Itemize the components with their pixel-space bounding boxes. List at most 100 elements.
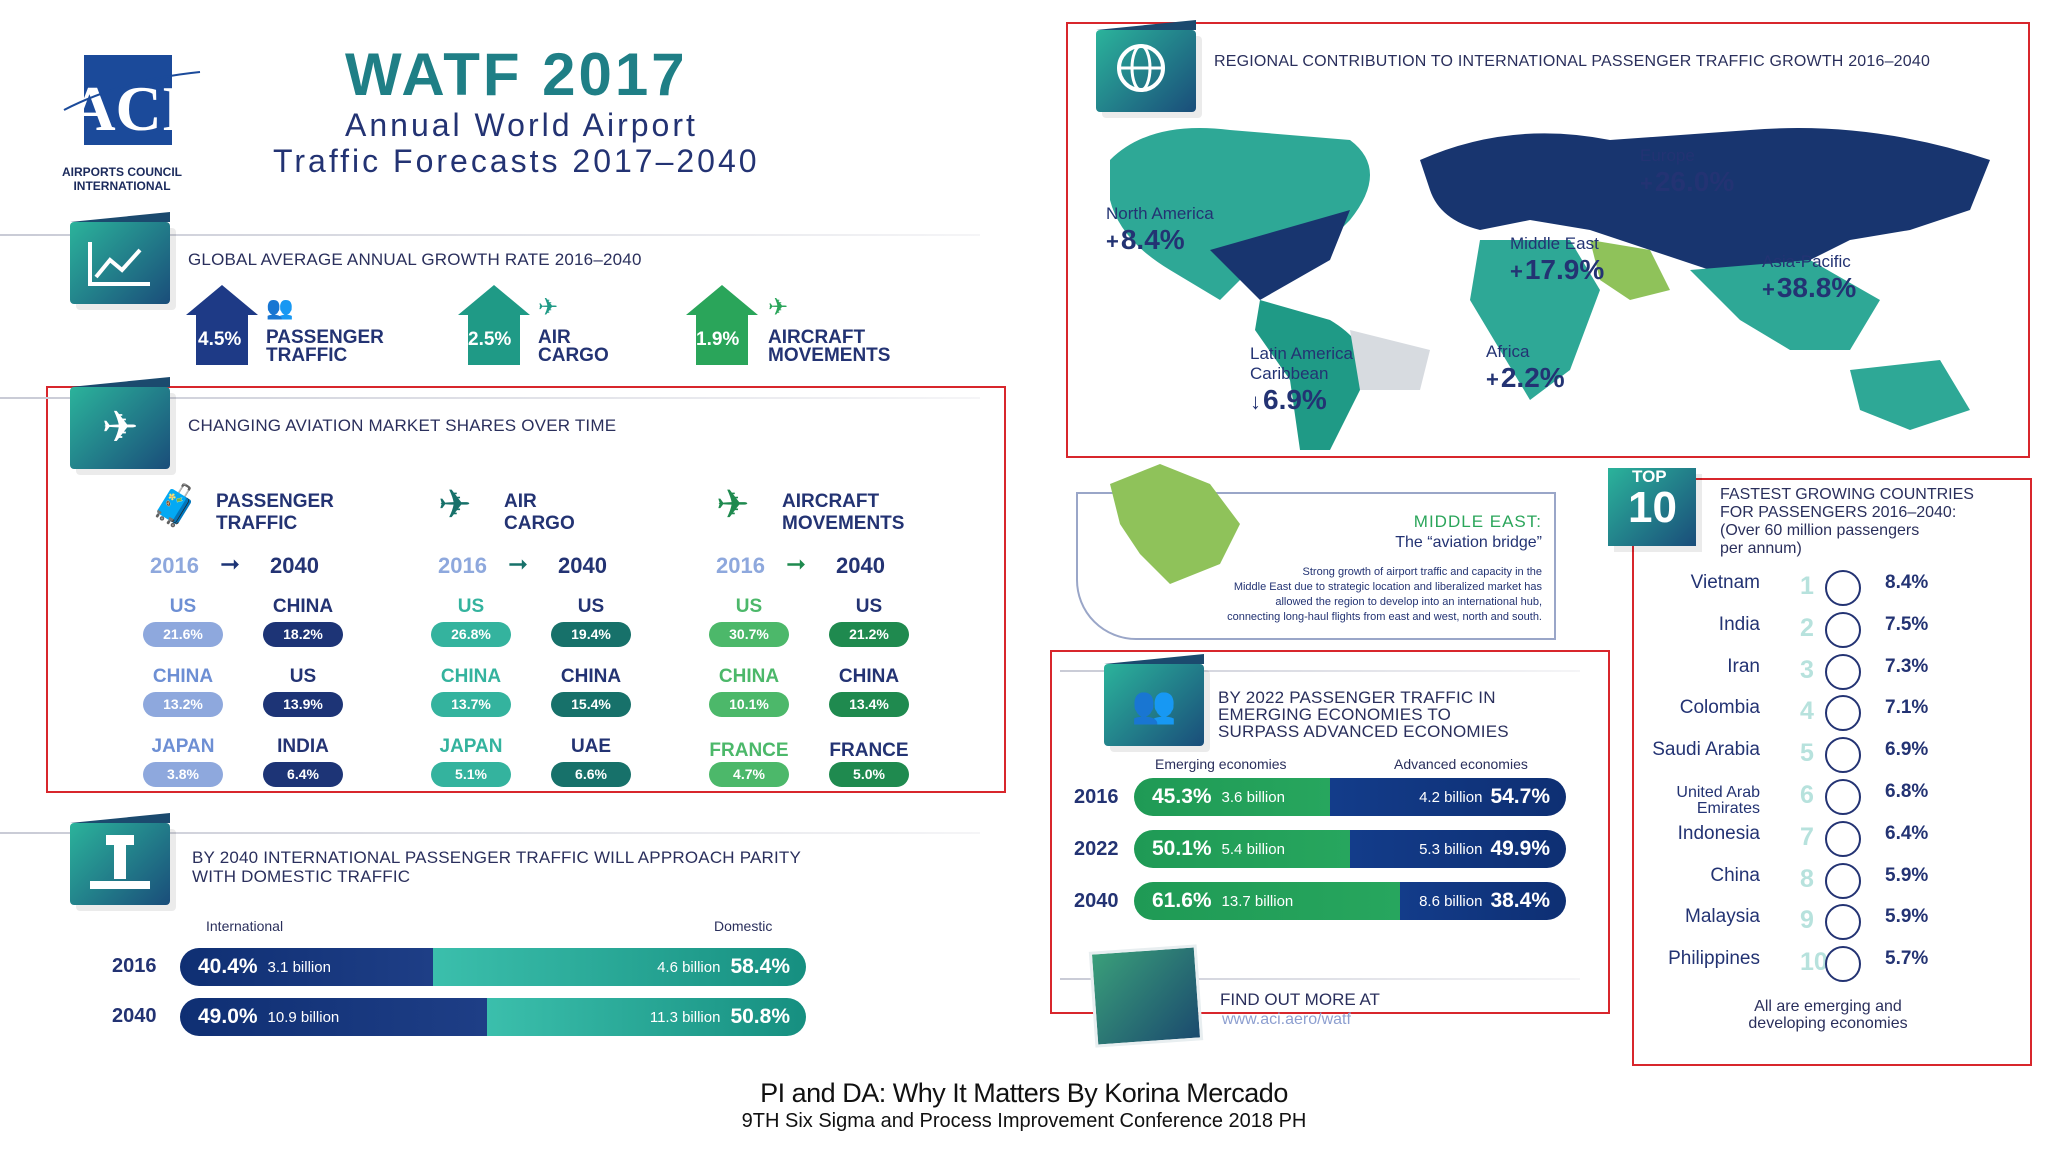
highlight-box (1050, 650, 1610, 1014)
growth-label: PASSENGER (266, 327, 384, 348)
region-arrow: + (1106, 229, 1119, 254)
world-map (1110, 128, 1990, 450)
parity-bar: 49.0% 10.9 billion 11.3 billion 50.8% (180, 998, 806, 1036)
highlight-box (1632, 478, 2032, 1066)
cargo-plane-icon: ✈ (538, 294, 559, 321)
svg-text:ACI: ACI (69, 73, 186, 144)
growth-label: MOVEMENTS (768, 345, 891, 366)
year-from: 2016 (716, 553, 765, 578)
parity-right-label: Domestic (714, 918, 773, 934)
intl-pct: 49.0% (198, 1005, 258, 1028)
emerging-heading-1: BY 2022 PASSENGER TRAFFIC IN (1218, 688, 1496, 707)
top10-row: Indonesia 7 6.4% (1625, 820, 1965, 857)
share-2016: 5.1% (431, 762, 511, 787)
growth-value: 2.5% (468, 329, 512, 350)
aci-logo: ACI AIRPORTS COUNCIL INTERNATIONAL (62, 50, 202, 193)
page-title: WATF 2017 (345, 41, 688, 108)
top10-row: United Arab Emirates 6 6.8% (1625, 779, 1965, 817)
country-name: Vietnam (1690, 572, 1760, 593)
country-2016: FRANCE (709, 740, 789, 761)
intl-segment: 49.0% 10.9 billion (180, 998, 487, 1036)
aci-logo-icon: ACI (63, 55, 201, 145)
rank-number: 2 (1800, 613, 1814, 642)
map-region: Latin America Caribbean ↓6.9% (1250, 344, 1353, 416)
rank-number: 9 (1800, 906, 1814, 935)
map-region: Africa +2.2% (1486, 342, 1565, 394)
country-2016: US (457, 596, 485, 617)
country-flag-icon (1825, 570, 1861, 606)
share-2016: 13.2% (143, 692, 223, 717)
country-2016: US (169, 596, 197, 617)
advanced-segment: 8.6 billion 38.4% (1400, 882, 1566, 920)
region-name: Europe (1640, 146, 1695, 165)
region-value: +8.4% (1106, 224, 1214, 256)
emerging-year: 2022 (1074, 838, 1119, 860)
country-2040: US (577, 596, 605, 617)
dom-billion: 11.3 billion (649, 1008, 721, 1026)
parity-year: 2040 (112, 1005, 157, 1027)
middle-east-title: MIDDLE EAST: (1413, 512, 1542, 531)
emerging-segment: 50.1% 5.4 billion (1134, 830, 1351, 868)
advanced-segment: 4.2 billion 54.7% (1329, 778, 1566, 816)
emerging-heading-2: EMERGING ECONOMIES TO (1218, 705, 1452, 724)
domestic-segment: 11.3 billion 50.8% (486, 998, 806, 1036)
growth-heading: GLOBAL AVERAGE ANNUAL GROWTH RATE 2016–2… (188, 250, 642, 269)
growth-rate: 7.5% (1885, 613, 1929, 635)
shares-group-label: AIR (504, 491, 537, 512)
emerging-heading-3: SURPASS ADVANCED ECONOMIES (1218, 722, 1509, 741)
country-2040: US (289, 666, 317, 687)
region-value-text: 8.4% (1120, 224, 1185, 255)
map-heading: REGIONAL CONTRIBUTION TO INTERNATIONAL P… (1214, 53, 1931, 70)
share-2040: 13.9% (263, 692, 343, 717)
map-region: Europe +26.0% (1640, 146, 1734, 198)
intl-billion: 3.1 billion (267, 958, 331, 976)
region-name: Latin America (1250, 344, 1353, 363)
emerging-left-label: Emerging economies (1155, 756, 1287, 772)
emerging-pct: 61.6% (1152, 889, 1212, 912)
growth-rate: 6.8% (1885, 781, 1929, 802)
region-arrow: + (1762, 277, 1775, 302)
country-flag-icon (1825, 862, 1861, 899)
globe-icon (1096, 20, 1196, 112)
emerging-bar: 45.3% 3.6 billion 4.2 billion 54.7% (1134, 778, 1566, 816)
advanced-billion: 4.2 billion (1419, 788, 1483, 806)
share-2040: 21.2% (829, 622, 909, 647)
country-2040: US (855, 596, 883, 617)
find-more-link[interactable]: www.aci.aero/watf (1222, 1011, 1351, 1028)
region-name: Caribbean (1250, 364, 1329, 383)
highlight-box (1066, 22, 2030, 458)
country-flag-icon (1825, 946, 1861, 983)
top10-row: Vietnam 1 8.4% (1625, 570, 1965, 606)
region-value-text: 38.8% (1776, 272, 1857, 303)
share-2040: 19.4% (551, 622, 631, 647)
region-value-text: 6.9% (1263, 384, 1327, 415)
top10-foot-1: All are emerging and (1754, 998, 1902, 1015)
domestic-segment: 4.6 billion 58.4% (432, 948, 806, 986)
region-value: +17.9% (1510, 254, 1604, 286)
country-2040: INDIA (277, 736, 329, 757)
growth-label: TRAFFIC (266, 345, 348, 366)
shares-group-label: MOVEMENTS (782, 513, 905, 534)
arrow-right-icon: ➞ (786, 551, 807, 578)
page-subtitle-1: Annual World Airport (345, 107, 698, 143)
aci-logo-text: AIRPORTS COUNCIL INTERNATIONAL (62, 165, 182, 193)
aircraft-icon: ✈ (716, 483, 750, 527)
share-2040: 6.4% (263, 762, 343, 787)
country-name: Indonesia (1677, 822, 1760, 844)
country-2016: US (735, 596, 763, 617)
map-region: Middle East +17.9% (1510, 234, 1604, 286)
emerging-pct: 50.1% (1152, 837, 1212, 860)
advanced-segment: 5.3 billion 49.9% (1350, 830, 1566, 868)
year-from: 2016 (150, 553, 199, 578)
top10-heading-4: per annum) (1720, 540, 1802, 557)
region-name: Asia-Pacific (1762, 252, 1851, 271)
share-2040: 13.4% (829, 692, 909, 717)
emerging-bar: 50.1% 5.4 billion 5.3 billion 49.9% (1134, 830, 1566, 868)
top10-badge: TOP 10 (1608, 468, 1696, 546)
region-value-text: 26.0% (1654, 166, 1735, 197)
shares-group-label: PASSENGER (216, 491, 334, 512)
top10-foot-2: developing economies (1748, 1015, 1908, 1032)
business-people-icon: 👥 (1104, 654, 1204, 746)
middle-east-body: Middle East due to strategic location an… (1233, 581, 1542, 593)
rank-number: 5 (1800, 739, 1814, 768)
